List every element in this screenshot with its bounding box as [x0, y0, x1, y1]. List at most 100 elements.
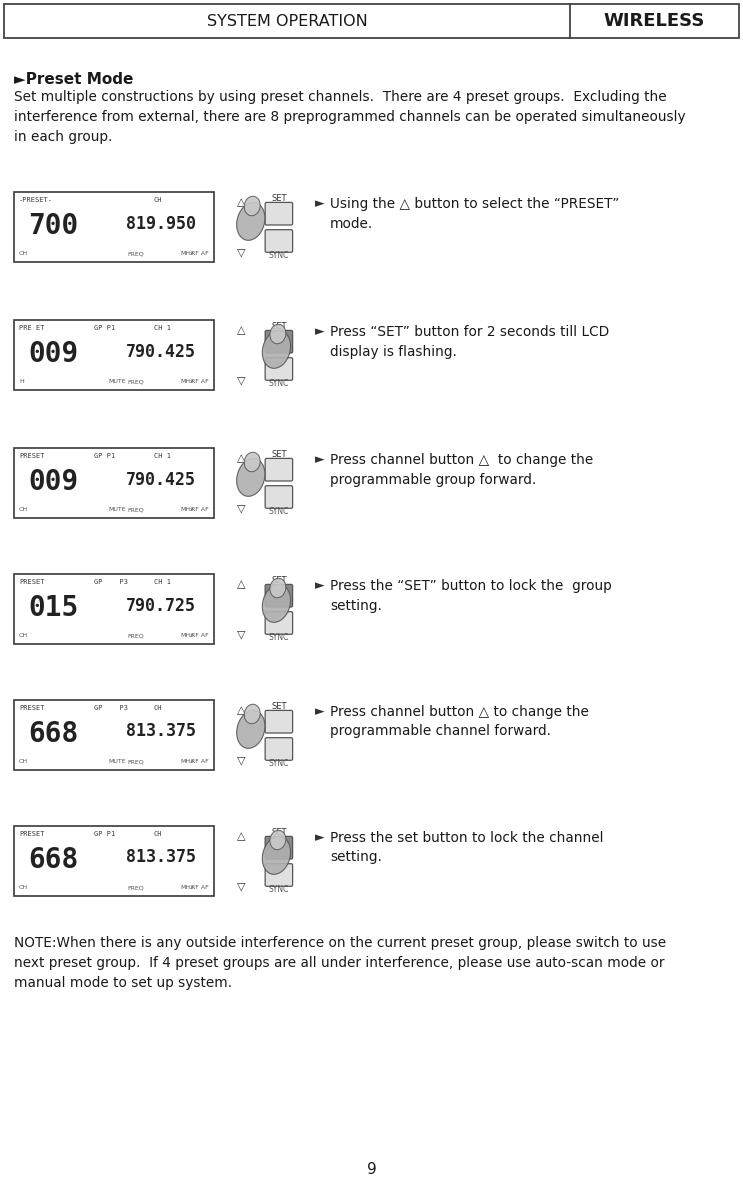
Text: MUTE: MUTE [108, 759, 126, 764]
Text: Press the set button to lock the channel
setting.: Press the set button to lock the channel… [330, 831, 603, 864]
Ellipse shape [244, 452, 260, 472]
Text: 790.425: 790.425 [126, 343, 196, 361]
Text: CH 1: CH 1 [154, 453, 171, 459]
Text: MUTE: MUTE [108, 379, 126, 384]
Ellipse shape [270, 831, 286, 850]
FancyBboxPatch shape [265, 229, 293, 252]
Text: GP P1: GP P1 [94, 453, 115, 459]
Text: 9: 9 [366, 1162, 377, 1177]
Text: H: H [19, 379, 24, 384]
Text: SYNC: SYNC [269, 379, 289, 388]
Text: ▽: ▽ [237, 503, 246, 513]
Text: △: △ [237, 831, 246, 841]
Ellipse shape [262, 331, 291, 368]
Text: ▽: ▽ [237, 755, 246, 765]
Text: RF AF: RF AF [191, 633, 209, 638]
Text: MUTE: MUTE [108, 507, 126, 511]
Text: RF AF: RF AF [191, 885, 209, 890]
Text: ►: ► [315, 453, 325, 466]
FancyBboxPatch shape [265, 330, 293, 353]
Text: ►Preset Mode: ►Preset Mode [14, 72, 134, 87]
Text: FREQ: FREQ [127, 633, 143, 638]
Text: RF AF: RF AF [191, 251, 209, 256]
Text: CH: CH [19, 507, 28, 511]
Text: CH: CH [19, 251, 28, 256]
Ellipse shape [262, 584, 291, 623]
Text: CH: CH [154, 197, 163, 203]
Text: SET: SET [271, 451, 287, 459]
Text: MHz: MHz [180, 885, 193, 890]
Text: FREQ: FREQ [127, 251, 143, 256]
Text: 009: 009 [28, 339, 78, 368]
Text: ▽: ▽ [237, 629, 246, 639]
Ellipse shape [244, 196, 260, 216]
FancyBboxPatch shape [265, 612, 293, 635]
Text: SYNC: SYNC [269, 507, 289, 516]
Text: △: △ [237, 580, 246, 589]
Text: △: △ [237, 705, 246, 715]
Text: GP P1: GP P1 [94, 325, 115, 331]
Text: SET: SET [271, 701, 287, 711]
Text: Set multiple constructions by using preset channels.  There are 4 preset groups.: Set multiple constructions by using pres… [14, 90, 686, 145]
Text: CH: CH [154, 831, 163, 836]
Text: 819.950: 819.950 [126, 214, 196, 233]
Text: MHz: MHz [180, 759, 193, 764]
Text: -PRESET-: -PRESET- [19, 197, 53, 203]
FancyBboxPatch shape [265, 836, 293, 859]
FancyBboxPatch shape [265, 710, 293, 733]
FancyBboxPatch shape [265, 737, 293, 760]
Text: SYNC: SYNC [269, 759, 289, 768]
Text: ▽: ▽ [237, 247, 246, 257]
Text: Press “SET” button for 2 seconds till LCD
display is flashing.: Press “SET” button for 2 seconds till LC… [330, 325, 609, 358]
Text: ▽: ▽ [237, 881, 246, 891]
Text: SYNC: SYNC [269, 251, 289, 261]
Bar [14, 826, 214, 896]
Text: CH: CH [19, 885, 28, 890]
Text: 813.375: 813.375 [126, 848, 196, 866]
Text: GP    P3: GP P3 [94, 705, 128, 711]
Text: ►: ► [315, 197, 325, 210]
Text: PRESET: PRESET [19, 453, 45, 459]
Text: FREQ: FREQ [127, 507, 143, 511]
Text: △: △ [237, 453, 246, 462]
Text: ►: ► [315, 705, 325, 718]
Text: CH: CH [154, 705, 163, 711]
Text: SET: SET [271, 321, 287, 331]
Text: ▽: ▽ [237, 375, 246, 385]
Text: 700: 700 [28, 212, 78, 240]
Text: ►: ► [315, 831, 325, 844]
Bar [14, 574, 214, 644]
Text: Press the “SET” button to lock the  group
setting.: Press the “SET” button to lock the group… [330, 580, 611, 613]
Ellipse shape [270, 578, 286, 598]
FancyBboxPatch shape [265, 485, 293, 508]
Text: RF AF: RF AF [191, 379, 209, 384]
Text: RF AF: RF AF [191, 507, 209, 511]
Text: Using the △ button to select the “PRESET”
mode.: Using the △ button to select the “PRESET… [330, 197, 620, 231]
FancyBboxPatch shape [265, 357, 293, 380]
Text: RF AF: RF AF [191, 759, 209, 764]
Text: △: △ [237, 325, 246, 335]
Ellipse shape [237, 459, 265, 496]
Text: FREQ: FREQ [127, 379, 143, 384]
Ellipse shape [237, 711, 265, 748]
Text: NOTE:When there is any outside interference on the current preset group, please : NOTE:When there is any outside interfere… [14, 936, 666, 991]
Text: MHz: MHz [180, 507, 193, 511]
Text: ►: ► [315, 580, 325, 592]
Ellipse shape [244, 704, 260, 724]
Ellipse shape [270, 324, 286, 344]
Text: CH: CH [19, 633, 28, 638]
Text: PRESET: PRESET [19, 831, 45, 836]
Text: 009: 009 [28, 467, 78, 496]
Text: SET: SET [271, 828, 287, 836]
Text: GP    P3: GP P3 [94, 580, 128, 586]
Ellipse shape [262, 836, 291, 875]
Text: SYNC: SYNC [269, 633, 289, 642]
Text: SYSTEM OPERATION: SYSTEM OPERATION [207, 13, 367, 29]
Ellipse shape [237, 202, 265, 240]
Text: PRE ET: PRE ET [19, 325, 45, 331]
Text: FREQ: FREQ [127, 759, 143, 764]
Text: SYNC: SYNC [269, 885, 289, 894]
Text: 813.375: 813.375 [126, 723, 196, 741]
Bar [14, 700, 214, 770]
Text: MHz: MHz [180, 633, 193, 638]
